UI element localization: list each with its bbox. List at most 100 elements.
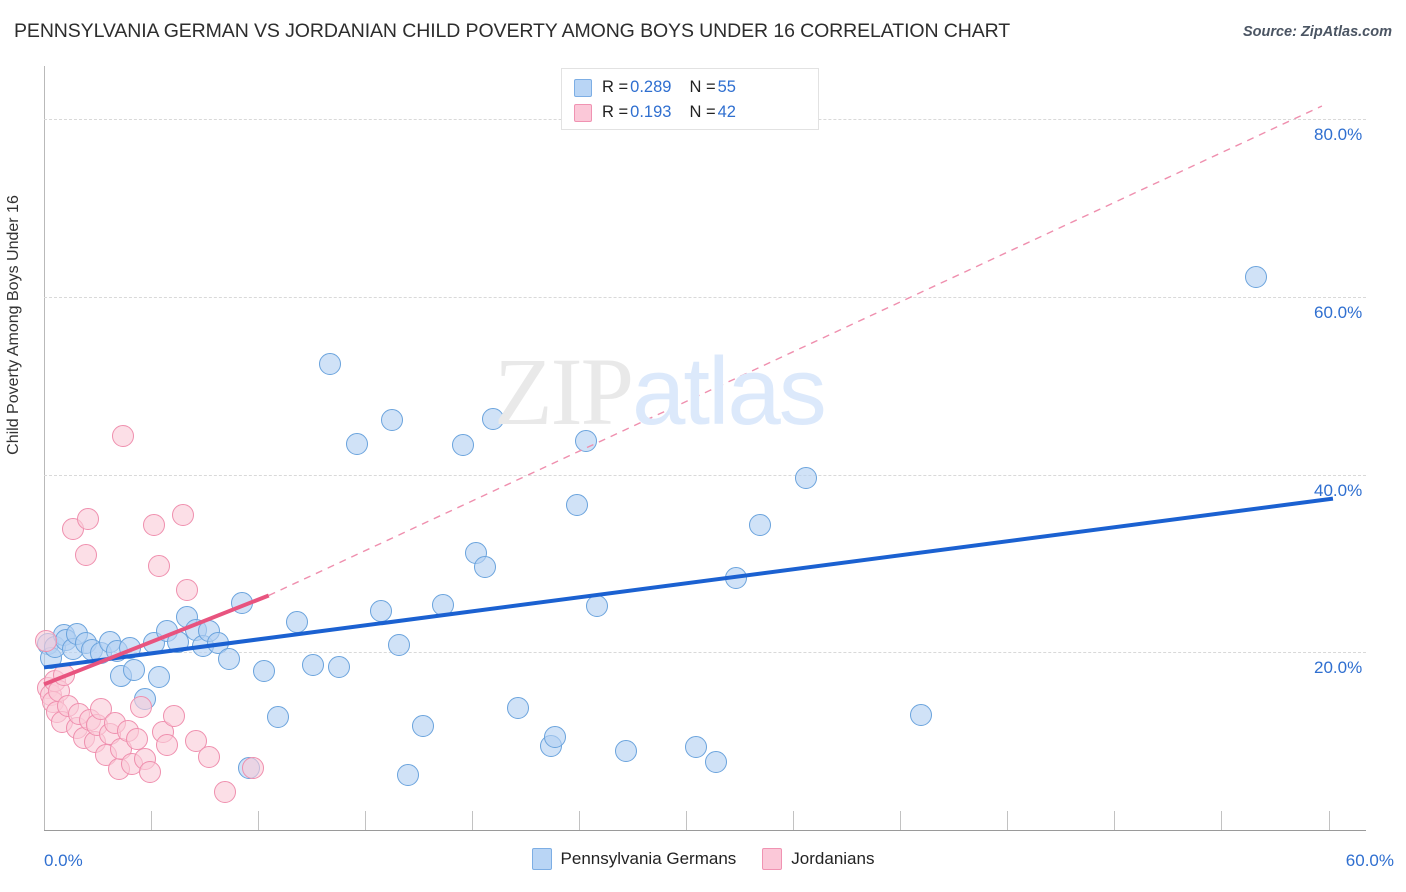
y-axis-title: Child Poverty Among Boys Under 16 [5, 195, 22, 455]
series-label-jordanians: Jordanians [791, 849, 875, 868]
data-point [112, 424, 135, 447]
data-point [266, 706, 289, 729]
n-value-blue: 55 [717, 78, 736, 96]
r-label-blue: R = [602, 78, 629, 96]
data-point [52, 663, 75, 686]
data-point [614, 739, 637, 762]
x-axis-tick [1328, 811, 1330, 830]
stat-row-pennsylvania-germans: R = 0.289 N = 55 [574, 75, 806, 100]
data-point [143, 514, 166, 537]
data-point [795, 467, 818, 490]
data-point [129, 696, 152, 719]
series-label-pennsylvania-germans: Pennsylvania Germans [560, 849, 737, 868]
x-axis-max-label: 60.0% [1345, 851, 1394, 870]
page-title: PENNSYLVANIA GERMAN VS JORDANIAN CHILD P… [14, 20, 1011, 42]
data-point [328, 656, 351, 679]
data-point [35, 629, 58, 652]
data-point [909, 703, 932, 726]
data-point [162, 705, 185, 728]
data-point [231, 592, 254, 615]
data-point [749, 514, 772, 537]
r-value-pink: 0.193 [630, 103, 672, 121]
series-swatch-blue-icon [531, 848, 552, 870]
correlation-stats-legend: R = 0.289 N = 55 R = 0.193 N = 42 [561, 68, 819, 130]
data-point [118, 636, 141, 659]
data-point [147, 666, 170, 689]
legend-swatch-pink-icon [574, 103, 592, 122]
data-point [345, 433, 368, 456]
data-point [381, 408, 404, 431]
x-axis-tick [365, 811, 367, 830]
data-point [171, 503, 194, 526]
data-point [1244, 266, 1267, 289]
r-label-pink: R = [602, 103, 629, 121]
x-axis-tick [900, 811, 902, 830]
data-point [74, 543, 97, 566]
legend-swatch-blue-icon [574, 78, 592, 97]
data-point [431, 594, 454, 617]
data-point [544, 725, 567, 748]
data-point [319, 352, 342, 375]
x-axis-tick [686, 811, 688, 830]
gridline-60 [44, 296, 1366, 298]
gridline-20 [44, 652, 1366, 654]
x-axis-line [44, 830, 1366, 831]
n-label-blue: N = [689, 78, 716, 96]
x-axis-tick [472, 811, 474, 830]
data-point [724, 566, 747, 589]
gridline-40 [44, 474, 1366, 476]
x-axis-tick [151, 811, 153, 830]
series-legend: Pennsylvania Germans Jordanians [0, 848, 1406, 870]
y-tick-label-80: 80.0% [1314, 125, 1363, 145]
plot-area: 20.0% 40.0% 60.0% 80.0% [35, 66, 1366, 830]
data-point [123, 659, 146, 682]
data-point [286, 611, 309, 634]
data-point [482, 407, 505, 430]
legend-item-pennsylvania-germans[interactable]: Pennsylvania Germans [531, 848, 737, 870]
y-tick-label-20: 20.0% [1314, 658, 1363, 678]
x-axis-tick [1007, 811, 1009, 830]
data-point [451, 434, 474, 457]
series-swatch-pink-icon [762, 848, 783, 870]
x-axis-tick [579, 811, 581, 830]
data-point [125, 728, 148, 751]
data-point [586, 595, 609, 618]
source-attribution: Source: ZipAtlas.com [1242, 24, 1392, 40]
data-point [253, 659, 276, 682]
x-axis-min-label: 0.0% [44, 851, 83, 870]
data-point [387, 634, 410, 657]
stat-row-jordanians: R = 0.193 N = 42 [574, 100, 806, 125]
data-point [411, 715, 434, 738]
x-axis-tick [1221, 811, 1223, 830]
x-axis-tick [258, 811, 260, 830]
data-point [198, 746, 221, 769]
data-point [156, 733, 179, 756]
data-point [242, 756, 265, 779]
data-point [705, 751, 728, 774]
data-point [473, 556, 496, 579]
data-point [218, 648, 241, 671]
data-point [301, 653, 324, 676]
x-axis-tick [793, 811, 795, 830]
n-value-pink: 42 [717, 103, 736, 121]
data-point [147, 555, 170, 578]
data-point [176, 579, 199, 602]
data-point [213, 780, 236, 803]
data-point [506, 697, 529, 720]
y-tick-label-60: 60.0% [1314, 302, 1363, 322]
r-value-blue: 0.289 [630, 78, 672, 96]
data-point [396, 763, 419, 786]
data-point [566, 493, 589, 516]
y-tick-label-40: 40.0% [1314, 480, 1363, 500]
legend-item-jordanians[interactable]: Jordanians [762, 848, 874, 870]
data-point [685, 736, 708, 759]
data-point [138, 761, 161, 784]
y-axis-line [44, 66, 45, 830]
data-point [370, 600, 393, 623]
data-point [77, 508, 100, 531]
data-point [185, 730, 208, 753]
x-axis-tick [1114, 811, 1116, 830]
n-label-pink: N = [689, 103, 716, 121]
data-point [575, 429, 598, 452]
